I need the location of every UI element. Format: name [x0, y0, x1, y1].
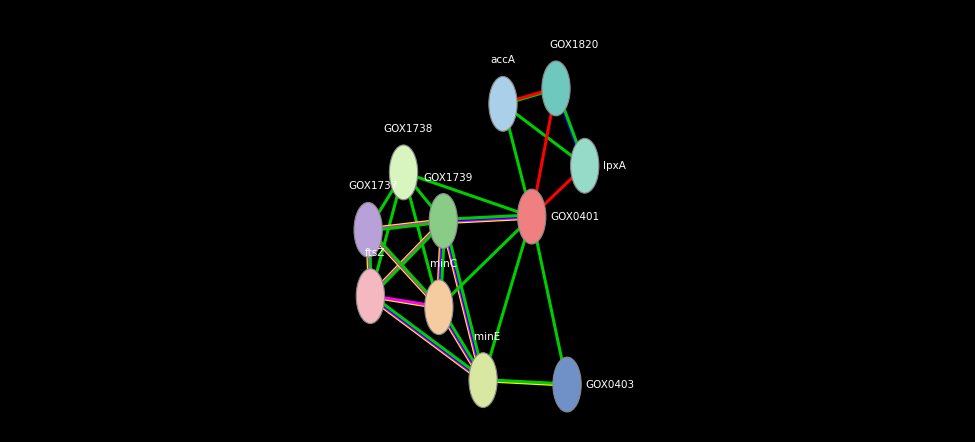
Text: accA: accA: [490, 55, 516, 65]
Text: GOX1737: GOX1737: [348, 181, 397, 191]
Ellipse shape: [488, 76, 517, 131]
Ellipse shape: [553, 357, 581, 412]
Ellipse shape: [518, 189, 546, 244]
Ellipse shape: [570, 138, 599, 193]
Text: lpxA: lpxA: [604, 161, 626, 171]
Text: GOX0403: GOX0403: [586, 380, 635, 389]
Text: GOX1738: GOX1738: [383, 124, 433, 134]
Text: ftsZ: ftsZ: [365, 248, 385, 258]
Text: GOX0401: GOX0401: [550, 212, 600, 221]
Ellipse shape: [425, 280, 453, 335]
Text: minC: minC: [430, 259, 457, 269]
Ellipse shape: [469, 353, 497, 408]
Ellipse shape: [389, 145, 417, 200]
Text: GOX1820: GOX1820: [549, 40, 599, 50]
Ellipse shape: [356, 269, 384, 324]
Ellipse shape: [542, 61, 570, 116]
Ellipse shape: [354, 202, 382, 257]
Ellipse shape: [429, 194, 457, 248]
Text: minE: minE: [475, 332, 500, 342]
Text: GOX1739: GOX1739: [423, 172, 473, 183]
